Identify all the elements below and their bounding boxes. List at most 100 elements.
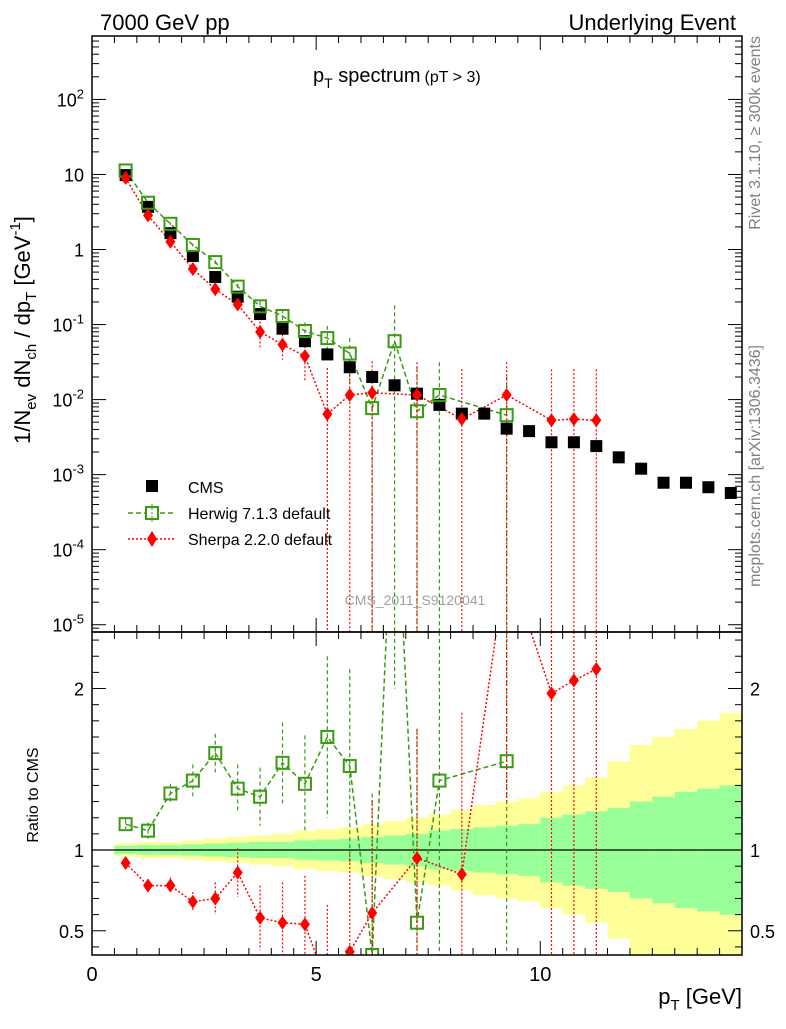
sherpa-point [277,337,288,352]
herwig-ratio-point [185,773,200,788]
herwig-point [342,346,357,361]
cms-point [298,335,311,348]
main-title: pT spectrum (pT > 3) [313,65,481,91]
main-ytick-label: 10-5 [52,612,84,636]
tick-exp: -1 [72,312,84,327]
main-title-p: p [313,65,324,87]
tick-exp: -4 [72,537,84,552]
ratio-ylabel: Ratio to CMS [25,747,42,842]
sherpa-ratio-point [187,894,198,909]
herwig-point [275,309,290,324]
sherpa-ratio-point [120,855,131,870]
herwig-ratio-point [297,776,312,791]
ratio-ytick-label-right: 0.5 [750,922,775,942]
sherpa-line [124,177,597,422]
svg-text:1/Nev dNch / dpT [GeV-1]: 1/Nev dNch / dpT [GeV-1] [7,216,40,444]
herwig-ratio-point [410,915,424,930]
main-ylabel: 1/Nev dNch / dpT [GeV-1] [7,216,40,444]
sherpa-point [568,412,579,427]
cms-point [523,425,536,438]
herwig-point [163,216,178,231]
herwig-ratio-point [275,755,290,770]
legend-label-cms: CMS [188,480,224,497]
sherpa-ratio-point [210,891,221,906]
sherpa-point [187,261,198,276]
main-title-small: (pT > 3) [425,69,481,86]
herwig-point [141,195,156,210]
cms-point [343,361,356,374]
main-ytick-label: 10 [64,165,84,185]
herwig-point [432,388,447,403]
cms-point [724,486,737,499]
main-ytick-label: 10-3 [52,462,84,486]
main-title-rest: spectrum [333,65,421,87]
sherpa-point [165,234,176,249]
tick-exp: 2 [77,86,84,101]
herwig-ratio-point [253,789,268,804]
header-right: Underlying Event [568,10,736,35]
sherpa-point [210,282,221,297]
sherpa-ratio-point [412,851,422,866]
cms-point [366,371,379,384]
sherpa-ratio-point [255,910,266,925]
main-ytick-label: 1 [74,241,84,261]
sherpa-point [255,324,266,339]
x-tick-label: 10 [529,964,551,986]
cms-point [321,348,334,361]
sherpa-point [456,412,467,427]
herwig-ratio-point [342,759,357,774]
tick-base: 10 [52,316,72,336]
herwig-ratio-point [499,754,514,769]
herwig-point [230,279,245,294]
rivet-label: Rivet 3.1.10, ≥ 300k events [747,36,764,230]
sherpa-ratio-point [277,915,288,930]
cms-point [702,481,715,494]
sherpa-point [546,413,557,428]
herwig-ratio-point [365,948,380,955]
herwig-ratio-point [163,786,178,801]
legend-entry-cms: CMS [146,480,224,497]
herwig-ratio-point [141,823,156,838]
sherpa-ratio-point [367,906,378,921]
herwig-ratio-line [125,632,507,955]
sherpa-point [591,413,602,428]
sherpa-point [322,407,333,422]
herwig-ratio-point [320,729,335,744]
cms-point [657,476,670,489]
mcplots-label: mcplots.cern.ch [arXiv:1306.3436] [747,345,764,587]
main-series-layer [118,163,737,632]
cms-point [478,407,491,420]
tick-base: 10 [52,466,72,486]
herwig-point [387,334,402,349]
tick-exp: -2 [72,387,84,402]
cms-point [276,322,289,335]
sherpa-point [367,385,378,400]
sherpa-ratio-point [546,686,557,701]
sherpa-point [412,388,422,403]
sherpa-ratio-point [232,865,243,880]
cms-point [612,451,625,464]
cms-point [679,476,692,489]
sherpa-ratio-point [568,673,579,688]
cms-point [209,271,222,284]
herwig-ratio-point [432,773,447,788]
cms-point [142,200,155,213]
main-ytick-label: 10-4 [52,537,84,561]
cms-point [388,379,401,392]
herwig-point [253,299,268,314]
herwig-ratio-point [230,781,245,796]
main-title-sub: T [324,75,333,91]
herwig-point [365,401,380,416]
cms-point [500,422,513,435]
herwig-line [124,170,507,416]
sherpa-point [232,297,243,312]
ratio-border [91,631,743,956]
x-tick-label: 0 [86,964,97,986]
cms-point [590,440,603,453]
sherpa-ratio-point [591,662,602,677]
main-ytick-label: 10-1 [52,312,84,336]
cms-point [567,436,580,449]
cms-point [254,308,267,321]
